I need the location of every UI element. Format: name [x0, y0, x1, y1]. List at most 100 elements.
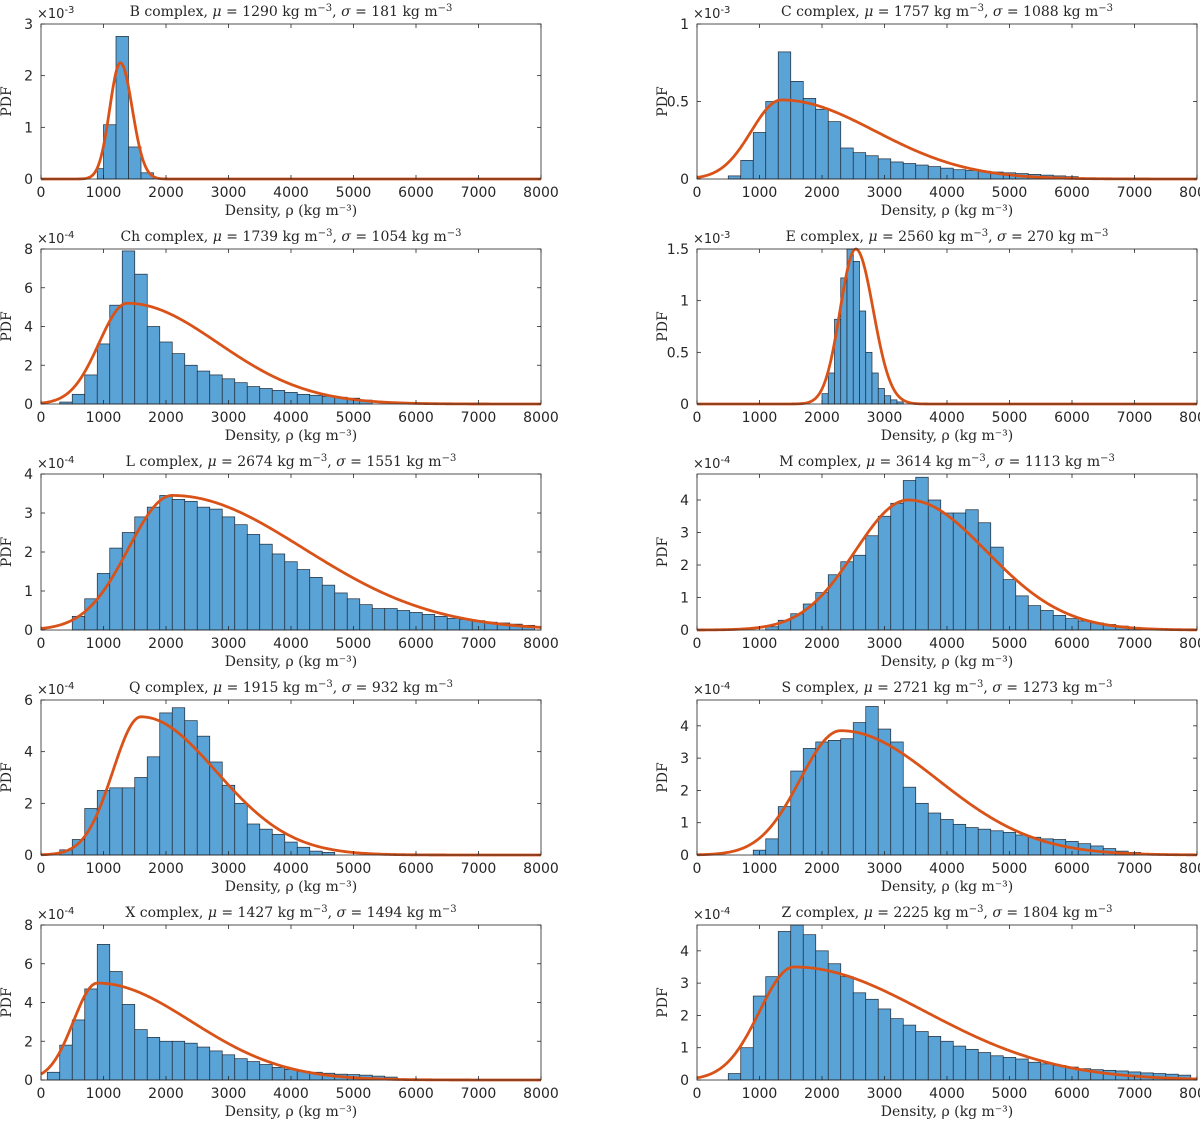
x-tick-label: 1000 — [742, 185, 778, 201]
histogram-bar — [815, 741, 829, 856]
y-tick-label: 2 — [680, 1008, 689, 1024]
x-tick-label: 8000 — [1179, 410, 1200, 426]
x-tick-label: 2000 — [804, 410, 840, 426]
histogram-bar — [259, 1064, 273, 1081]
histogram-bar — [765, 101, 779, 180]
x-tick-label: 6000 — [398, 861, 434, 877]
histogram-bar — [196, 370, 211, 405]
histogram-bar — [246, 386, 261, 405]
histogram-bar — [865, 351, 873, 405]
panel-c: 0 1000 2000 3000 4000 5000 6000 7000 8000 0 0.5 1×1… — [655, 3, 1200, 219]
histogram-bar — [384, 608, 398, 631]
x-tick-label: 6000 — [398, 410, 434, 426]
x-tick-label: 7000 — [461, 1086, 497, 1102]
histogram-bar — [84, 374, 98, 405]
x-axis-label: Density, ρ (kg m⁻³) — [881, 428, 1014, 444]
histogram-bar — [196, 1046, 211, 1081]
histogram-bar — [902, 163, 917, 180]
histogram-bar — [134, 1029, 148, 1081]
histogram-bar — [171, 499, 186, 631]
x-tick-label: 0 — [37, 410, 46, 426]
fit-curve — [40, 494, 542, 630]
x-tick-label: 8000 — [523, 185, 559, 201]
histogram-bar — [284, 561, 298, 631]
histogram-bar — [965, 1048, 979, 1081]
histogram-bar — [234, 802, 248, 856]
x-tick-label: 4000 — [273, 636, 309, 652]
x-tick-label: 6000 — [398, 1086, 434, 1102]
histogram-bar — [259, 828, 273, 856]
x-tick-label: 7000 — [461, 861, 497, 877]
x-axis-label: Density, ρ (kg m⁻³) — [881, 1104, 1014, 1120]
histogram-bar — [965, 827, 979, 856]
histogram-bar — [827, 121, 842, 180]
x-tick-label: 5000 — [992, 636, 1028, 652]
x-tick-label: 1000 — [742, 1086, 778, 1102]
x-tick-label: 5000 — [992, 861, 1028, 877]
x-tick-label: 1000 — [86, 636, 122, 652]
histogram-bar — [421, 614, 436, 631]
x-tick-label: 5000 — [336, 185, 372, 201]
fit-curve — [696, 247, 1198, 406]
histogram-bars — [752, 706, 1142, 856]
histogram-bar — [146, 1037, 161, 1081]
y-exponent-label: ×10-4 — [693, 455, 730, 472]
x-tick-label: 5000 — [992, 185, 1028, 201]
x-tick-label: 5000 — [336, 861, 372, 877]
y-tick-label: 3 — [24, 17, 33, 33]
histogram-bar — [184, 500, 198, 631]
histogram-bar — [271, 1067, 286, 1081]
x-tick-label: 0 — [37, 636, 46, 652]
y-tick-label: 1.5 — [667, 242, 689, 258]
histogram-bar — [852, 152, 867, 180]
histogram-bar — [865, 155, 879, 180]
x-tick-label: 4000 — [929, 1086, 965, 1102]
histogram-bar — [221, 516, 236, 631]
histogram-bar — [246, 823, 261, 856]
histogram-bar — [196, 506, 211, 631]
histogram-bar — [109, 971, 123, 1081]
histogram-bar — [777, 931, 792, 1081]
x-tick-label: 1000 — [742, 410, 778, 426]
y-tick-label: 0 — [680, 172, 689, 188]
panel-x: 0 1000 2000 3000 4000 5000 6000 7000 8000 0 2 4 6 8×1… — [0, 904, 559, 1120]
histogram-bar — [209, 374, 223, 405]
histogram-bar — [852, 722, 867, 856]
y-exponent-label: ×10-4 — [693, 681, 730, 698]
histogram-bar — [234, 1058, 248, 1081]
x-tick-label: 3000 — [867, 861, 903, 877]
histogram-bars — [96, 36, 154, 180]
y-tick-label: 2 — [24, 796, 33, 812]
y-tick-label: 3 — [680, 976, 689, 992]
histogram-bar — [128, 146, 142, 180]
y-tick-label: 6 — [24, 281, 33, 297]
x-tick-label: 6000 — [398, 185, 434, 201]
histogram-bar — [852, 554, 867, 631]
y-tick-label: 4 — [24, 467, 33, 483]
y-tick-label: 1 — [24, 120, 33, 136]
histogram-bar — [209, 508, 223, 631]
x-tick-label: 2000 — [804, 636, 840, 652]
histogram-bar — [296, 846, 311, 856]
x-tick-label: 4000 — [273, 410, 309, 426]
panel-title: L complex, μ = 2674 kg m−3, σ = 1551 kg … — [126, 453, 457, 470]
histogram-bar — [159, 1040, 173, 1081]
histogram-bar — [259, 543, 273, 631]
x-tick-label: 0 — [693, 636, 702, 652]
x-tick-label: 3000 — [867, 636, 903, 652]
histogram-bar — [1015, 1058, 1029, 1081]
x-axis-label: Density, ρ (kg m⁻³) — [225, 428, 358, 444]
y-exponent-label: ×10-4 — [37, 681, 74, 698]
histogram-bar — [865, 706, 879, 856]
fit-curve — [696, 498, 1198, 632]
histogram-bar — [827, 740, 842, 856]
x-tick-label: 2000 — [804, 861, 840, 877]
x-axis-label: Density, ρ (kg m⁻³) — [225, 879, 358, 895]
y-tick-label: 3 — [680, 751, 689, 767]
panel-title: S complex, μ = 2721 kg m−3, σ = 1273 kg … — [782, 679, 1113, 696]
x-tick-label: 5000 — [336, 410, 372, 426]
x-tick-label: 3000 — [867, 185, 903, 201]
x-tick-label: 8000 — [523, 636, 559, 652]
y-tick-label: 0 — [24, 397, 33, 413]
histogram-bar — [234, 524, 248, 631]
